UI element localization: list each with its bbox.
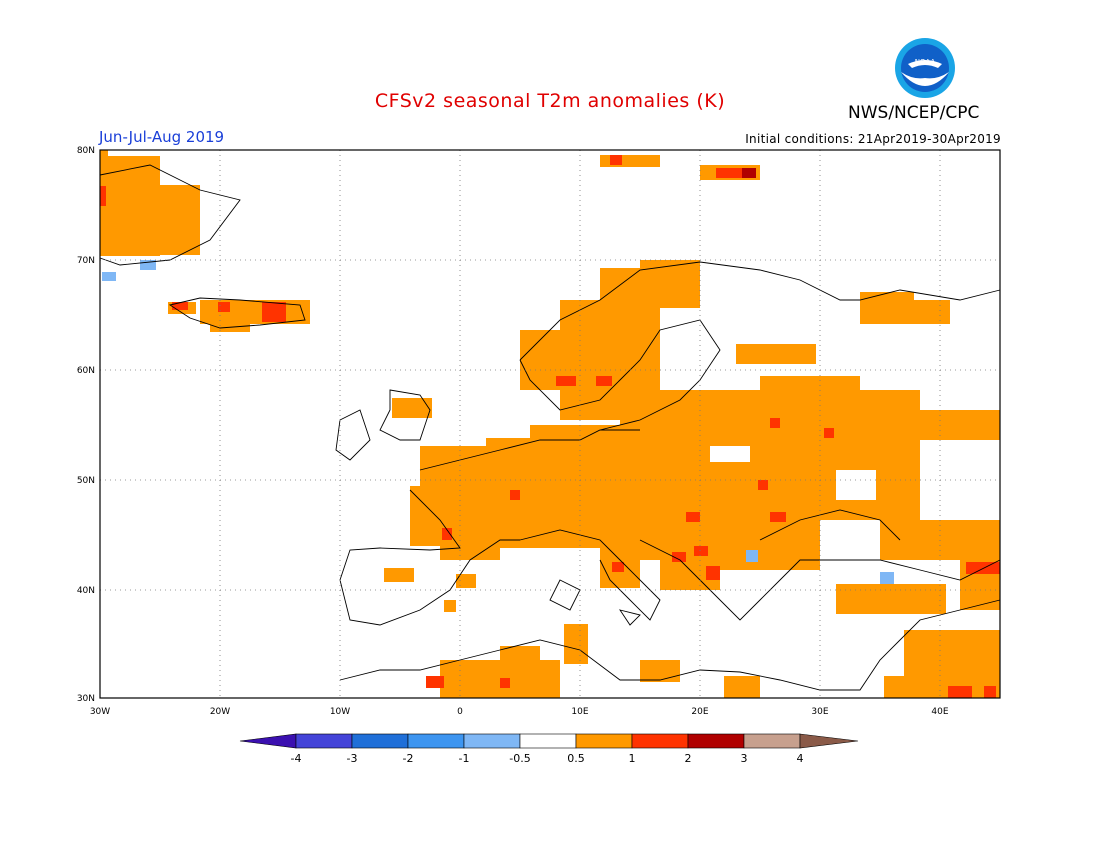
colorbar-label: -2 xyxy=(403,752,414,765)
lon-tick: 30E xyxy=(811,707,828,717)
lat-tick: 70N xyxy=(77,256,95,266)
init-conditions-label: Initial conditions: 21Apr2019-30Apr2019 xyxy=(745,132,1001,146)
axis-ticks: 30W 20W 10W 0 10E 20E 30E 40E 30N 40N 50… xyxy=(77,146,949,717)
colorbar-label: -1 xyxy=(459,752,470,765)
lon-tick: 0 xyxy=(457,707,463,717)
colorbar-label: 3 xyxy=(741,752,748,765)
map-title: CFSv2 seasonal T2m anomalies (K) xyxy=(374,90,726,112)
anomaly-cells xyxy=(100,150,1000,698)
colorbar: -4 -3 -2 -1 -0.5 0.5 1 2 3 4 xyxy=(239,733,859,765)
colorbar-label: 2 xyxy=(685,752,692,765)
lon-tick: 40E xyxy=(931,707,948,717)
colorbar-label: 4 xyxy=(797,752,804,765)
lon-tick: 20W xyxy=(210,707,230,717)
gridlines xyxy=(100,150,1000,698)
colorbar-label: -3 xyxy=(347,752,358,765)
lon-tick: 20E xyxy=(691,707,708,717)
colorbar-label: -4 xyxy=(291,752,302,765)
lat-tick: 60N xyxy=(77,366,95,376)
colorbar-label: -0.5 xyxy=(509,752,530,765)
season-label: Jun-Jul-Aug 2019 xyxy=(99,128,225,146)
agency-label: NWS/NCEP/CPC xyxy=(848,103,980,123)
lat-tick: 40N xyxy=(77,586,95,596)
lon-tick: 10E xyxy=(571,707,588,717)
lat-tick: 80N xyxy=(77,146,95,156)
lon-tick: 30W xyxy=(90,707,110,717)
lat-tick: 50N xyxy=(77,476,95,486)
lat-tick: 30N xyxy=(77,694,95,704)
map-frame xyxy=(99,149,1001,699)
lon-tick: 10W xyxy=(330,707,350,717)
colorbar-label: 0.5 xyxy=(567,752,585,765)
colorbar-label: 1 xyxy=(629,752,636,765)
